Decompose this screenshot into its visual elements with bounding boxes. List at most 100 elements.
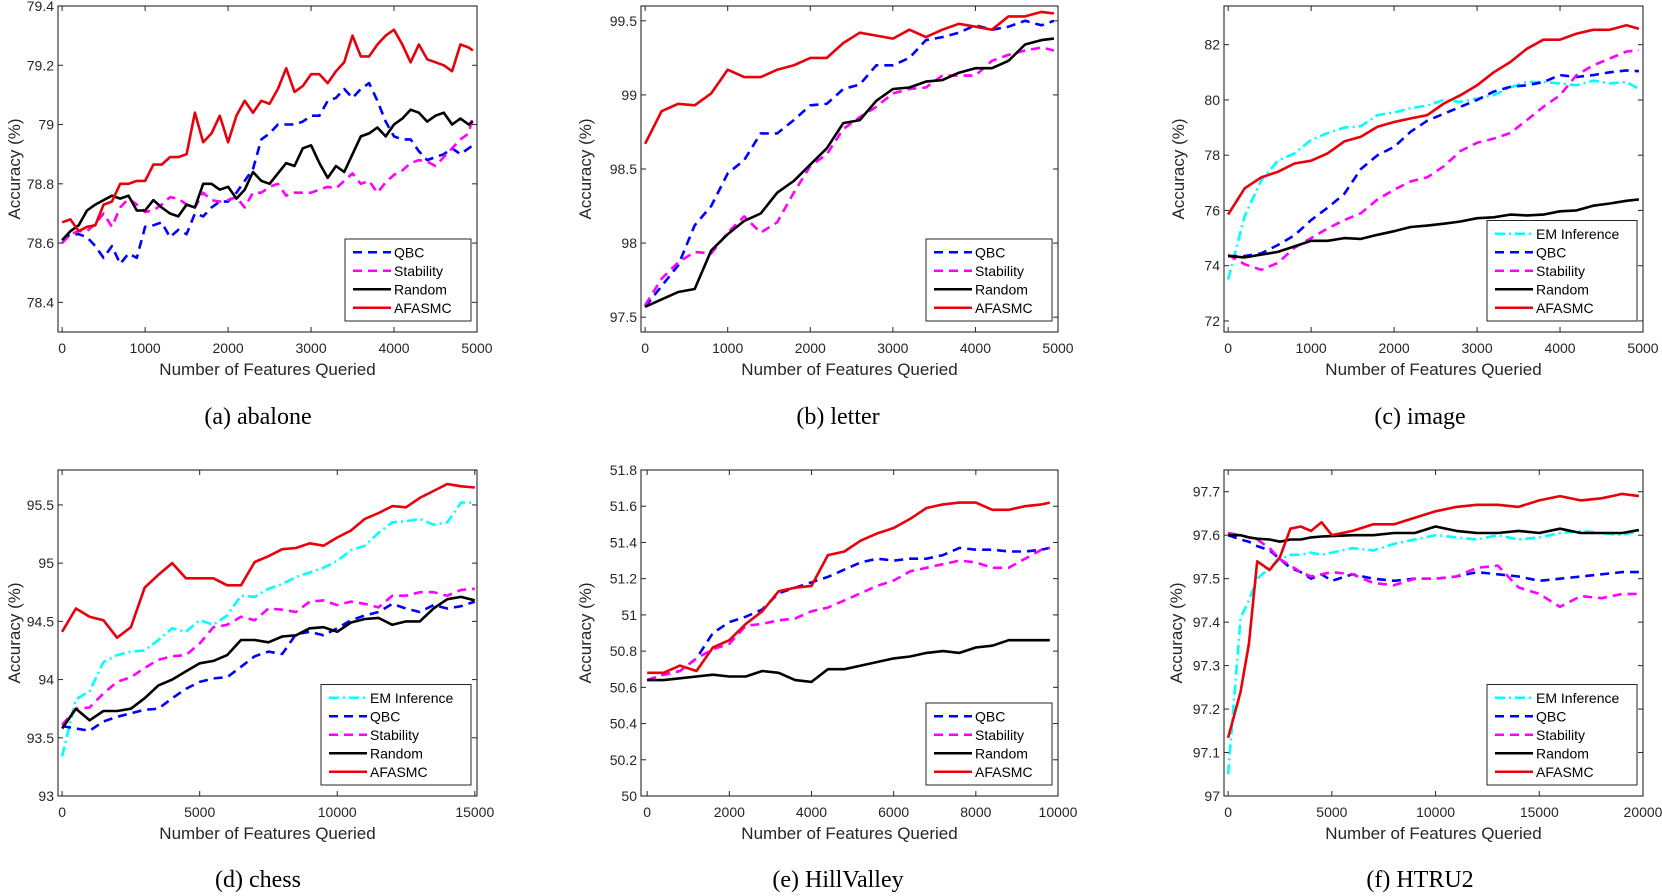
x-tick-label: 5000 bbox=[1627, 340, 1658, 356]
subplot-2: 0 1000 2000 3000 4000 5000 97.5 98 98.5 99 99.5 Num… bbox=[576, 5, 1074, 430]
y-tick-label: 99 bbox=[621, 87, 637, 103]
y-tick-label: 98.5 bbox=[610, 161, 637, 177]
series-line-qbc bbox=[61, 81, 474, 266]
axes-frame bbox=[1223, 469, 1644, 797]
x-axis-label: Number of Features Queried bbox=[741, 824, 957, 843]
legend: EM Inference QBC Stability Random AFASMC bbox=[1486, 684, 1638, 786]
legend-label: EM Inference bbox=[370, 690, 453, 706]
y-tick-label: 50 bbox=[621, 788, 637, 804]
x-tick-label: 4000 bbox=[378, 340, 409, 356]
subplot-5: 0 2000 4000 6000 8000 10000 50 50.2 50.4 50.6 50.8… bbox=[576, 462, 1078, 893]
y-tick-label: 97.1 bbox=[1193, 745, 1220, 761]
axes-frame bbox=[1223, 5, 1644, 333]
series-line-em-inference bbox=[1226, 529, 1640, 775]
legend-label: Random bbox=[975, 745, 1028, 761]
legend: EM Inference QBC Stability Random AFASMC bbox=[320, 684, 472, 786]
series-group bbox=[643, 10, 1055, 308]
x-tick-label: 5000 bbox=[1316, 804, 1347, 820]
y-tick-label: 78.8 bbox=[27, 176, 54, 192]
x-tick-label: 4000 bbox=[960, 340, 991, 356]
legend-label: Stability bbox=[975, 727, 1024, 743]
legend-label: Random bbox=[1536, 745, 1589, 761]
y-tick-label: 50.4 bbox=[610, 716, 637, 732]
y-tick-label: 51.8 bbox=[610, 462, 637, 478]
y-tick-label: 78.6 bbox=[27, 235, 54, 251]
series-line-stability bbox=[61, 587, 475, 726]
x-tick-label: 3000 bbox=[1461, 340, 1492, 356]
legend-label: AFASMC bbox=[1536, 764, 1594, 780]
subplot-caption: (e) HillValley bbox=[772, 867, 903, 893]
series-group bbox=[1226, 492, 1640, 775]
legend: EM Inference QBC Stability Random AFASMC bbox=[1486, 220, 1638, 322]
x-tick-label: 15000 bbox=[1520, 804, 1559, 820]
x-tick-label: 1000 bbox=[712, 340, 743, 356]
legend-label: AFASMC bbox=[975, 300, 1033, 316]
x-tick-label: 0 bbox=[58, 340, 66, 356]
y-tick-label: 99.5 bbox=[610, 13, 637, 29]
x-tick-label: 5000 bbox=[461, 340, 492, 356]
y-tick-label: 80 bbox=[1204, 92, 1220, 108]
legend-label: Random bbox=[1536, 281, 1589, 297]
series-group bbox=[60, 482, 476, 757]
legend: QBC Stability Random AFASMC bbox=[925, 702, 1053, 786]
y-tick-label: 97.7 bbox=[1193, 484, 1220, 500]
x-tick-label: 1000 bbox=[1296, 340, 1327, 356]
y-tick-label: 95 bbox=[38, 555, 54, 571]
y-axis-label: Accuracy (%) bbox=[1167, 582, 1186, 683]
y-axis-label: Accuracy (%) bbox=[5, 582, 24, 683]
x-tick-label: 6000 bbox=[878, 804, 909, 820]
y-tick-label: 97 bbox=[1204, 788, 1220, 804]
y-tick-label: 51.4 bbox=[610, 534, 637, 550]
axes-frame bbox=[57, 469, 478, 797]
legend-label: EM Inference bbox=[1536, 226, 1619, 242]
series-line-qbc bbox=[644, 19, 1055, 308]
y-tick-label: 97.3 bbox=[1193, 658, 1220, 674]
y-tick-label: 97.2 bbox=[1193, 701, 1220, 717]
y-tick-label: 82 bbox=[1204, 37, 1220, 53]
y-tick-label: 50.2 bbox=[610, 752, 637, 768]
x-tick-label: 3000 bbox=[877, 340, 908, 356]
y-tick-label: 94.5 bbox=[27, 613, 54, 629]
legend-label: Random bbox=[370, 745, 423, 761]
subplot-1: 0 1000 2000 3000 4000 5000 78.4 78.6 78.8 79 79.2 7… bbox=[5, 0, 493, 430]
subplot-4: 0 5000 10000 15000 93 93.5 94 94.5 95 95.5 Number … bbox=[5, 469, 494, 893]
y-tick-label: 51 bbox=[621, 607, 637, 623]
series-group bbox=[1226, 24, 1640, 280]
x-tick-label: 0 bbox=[643, 804, 651, 820]
y-tick-label: 51.2 bbox=[610, 571, 637, 587]
legend-label: EM Inference bbox=[1536, 690, 1619, 706]
x-tick-label: 10000 bbox=[1039, 804, 1078, 820]
series-line-random bbox=[61, 595, 476, 730]
x-tick-label: 5000 bbox=[184, 804, 215, 820]
x-tick-label: 4000 bbox=[1544, 340, 1575, 356]
subplot-6: 0 5000 10000 15000 20000 97 97.1 97.2 97.3 97.4 97… bbox=[1167, 469, 1662, 893]
legend-label: Stability bbox=[370, 727, 419, 743]
x-axis-label: Number of Features Queried bbox=[741, 360, 957, 379]
legend-label: AFASMC bbox=[1536, 300, 1594, 316]
y-tick-label: 79 bbox=[38, 117, 54, 133]
series-line-qbc bbox=[646, 546, 1051, 682]
legend-label: Random bbox=[394, 281, 447, 297]
x-tick-label: 2000 bbox=[795, 340, 826, 356]
y-tick-label: 50.6 bbox=[610, 679, 637, 695]
subplot-caption: (a) abalone bbox=[204, 404, 311, 430]
x-tick-label: 8000 bbox=[960, 804, 991, 820]
subplot-3: 0 1000 2000 3000 4000 5000 72 74 76 78 80 82 Number … bbox=[1169, 5, 1659, 430]
series-line-afasmc bbox=[61, 28, 474, 233]
subplot-caption: (f) HTRU2 bbox=[1366, 867, 1473, 893]
legend-label: Random bbox=[975, 281, 1028, 297]
x-tick-label: 1000 bbox=[130, 340, 161, 356]
legend-label: Stability bbox=[1536, 727, 1585, 743]
legend: QBC Stability Random AFASMC bbox=[344, 238, 472, 322]
series-line-afasmc bbox=[1226, 492, 1640, 739]
legend-label: QBC bbox=[1536, 708, 1566, 724]
legend-label: AFASMC bbox=[370, 764, 428, 780]
legend-label: Stability bbox=[1536, 263, 1585, 279]
x-axis-label: Number of Features Queried bbox=[1325, 824, 1541, 843]
y-tick-label: 78 bbox=[1204, 147, 1220, 163]
y-tick-label: 93 bbox=[38, 788, 54, 804]
series-line-afasmc bbox=[1227, 24, 1640, 216]
series-line-em-inference bbox=[1226, 79, 1640, 280]
series-line-random bbox=[1228, 525, 1640, 543]
series-line-stability bbox=[643, 46, 1055, 306]
